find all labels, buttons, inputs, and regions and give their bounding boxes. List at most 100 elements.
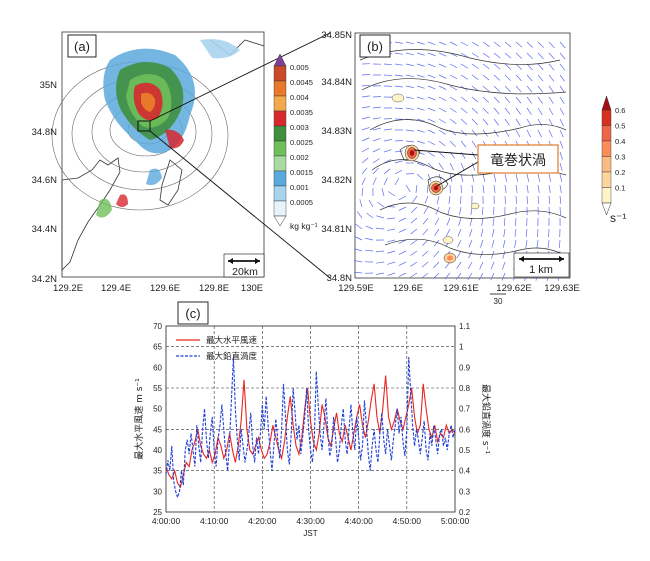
- x-tick-label: 5:00:00: [441, 516, 470, 526]
- y-tick-label: 30: [153, 487, 162, 496]
- wind-vector: [558, 239, 561, 249]
- wind-vector: [387, 239, 396, 243]
- wind-vector: [394, 177, 400, 186]
- colorbar-a-tick: 0.0035: [290, 108, 313, 117]
- wind-vector: [559, 151, 563, 160]
- wind-vector: [460, 118, 468, 125]
- x-tick-label: 4:40:00: [344, 516, 373, 526]
- wind-vector: [503, 217, 506, 226]
- wind-vector: [515, 184, 518, 193]
- wind-vector: [387, 217, 396, 220]
- wind-vector: [537, 74, 544, 82]
- colorbar-a-tick: 0.004: [290, 93, 309, 102]
- wind-vector: [559, 118, 564, 127]
- wind-vector: [480, 228, 484, 237]
- wind-vector: [427, 162, 435, 169]
- y-tick-label: 55: [153, 384, 162, 393]
- wind-vector: [427, 85, 436, 90]
- wind-vector: [460, 151, 466, 159]
- wind-vector: [398, 239, 407, 244]
- panel-b-ytick: 34.83N: [321, 126, 352, 137]
- wind-vector: [449, 162, 454, 171]
- wind-vector: [361, 167, 368, 175]
- zoom-line-top: [149, 32, 331, 122]
- wind-vector: [559, 74, 565, 82]
- series-line-wind: [165, 375, 456, 489]
- wind-vector: [427, 129, 436, 134]
- wind-vector: [405, 129, 414, 132]
- wind-vector: [361, 84, 370, 87]
- wind-vector: [493, 118, 500, 126]
- wind-vector: [526, 63, 533, 71]
- colorbar-b-bin: [601, 125, 612, 142]
- legend-label: 最大鉛直渦度: [206, 351, 258, 362]
- wind-vector: [365, 225, 374, 230]
- wind-vector: [515, 74, 522, 82]
- wind-vector: [559, 129, 564, 138]
- wind-vector: [416, 85, 425, 89]
- wind-vector: [493, 184, 496, 193]
- wind-vector: [482, 184, 485, 193]
- wind-vector: [471, 85, 479, 92]
- y2-tick-label: 0.6: [459, 425, 471, 434]
- wind-vector: [514, 239, 517, 248]
- wind-vector: [471, 41, 479, 47]
- wind-vector: [460, 63, 469, 69]
- colorbar-a-cap-bottom: [273, 215, 287, 227]
- wind-vector: [515, 118, 521, 126]
- panel-b-scale-label: 1 km: [529, 264, 553, 276]
- wind-vector: [427, 118, 436, 123]
- wind-vector: [537, 107, 543, 115]
- wind-vector: [421, 261, 429, 268]
- wind-vector: [537, 52, 544, 60]
- wind-vector: [471, 118, 478, 126]
- wind-vector: [537, 85, 544, 93]
- wind-vector: [387, 261, 396, 265]
- wind-vector: [438, 96, 447, 101]
- wind-vector: [504, 118, 510, 126]
- wind-vector: [460, 162, 465, 171]
- wind-vector: [559, 140, 564, 149]
- wind-vector: [504, 173, 508, 182]
- wind-vector: [387, 228, 396, 231]
- panel-a-ytick: 34.6N: [32, 175, 57, 186]
- annotation-box: [477, 144, 559, 174]
- wind-vector: [438, 52, 447, 57]
- wind-vector: [504, 96, 511, 104]
- wind-vector: [482, 52, 490, 58]
- wind-vector: [471, 162, 476, 171]
- panel-a-ytick: 34.4N: [32, 224, 57, 235]
- wind-vector: [471, 52, 479, 58]
- colorbar-a-bin: [273, 95, 287, 112]
- colorbar-b-tick: 0.5: [615, 122, 625, 131]
- colorbar-b-tick: 0.4: [615, 137, 625, 146]
- wind-vector: [445, 228, 451, 237]
- wind-vector: [537, 228, 539, 238]
- panel-b-xtick: 129.6E: [393, 283, 423, 294]
- wind-vector: [548, 184, 551, 193]
- panel-a-xtick: 129.6E: [150, 283, 180, 294]
- wind-vector: [416, 96, 425, 100]
- wind-vector: [449, 41, 458, 46]
- wind-vector: [460, 96, 468, 103]
- wind-vector: [383, 63, 393, 66]
- wind-vector: [415, 184, 418, 193]
- colorbar-b-bin: [601, 140, 612, 157]
- panel-b-ytick: 34.84N: [321, 77, 352, 88]
- wind-vector: [559, 52, 566, 60]
- wind-vector: [427, 52, 436, 57]
- panel-a-colorbar: 0.005 0.0045 0.004 0.0035 0.003 0.0025 0.002 0.…: [273, 53, 313, 227]
- panel-a: (a) 35N 34.8N 34.6N 34.4N 34.2N 129.2E 1…: [32, 31, 331, 294]
- panel-a-label: (a): [74, 39, 90, 54]
- colorbar-b-cap-bottom: [601, 202, 612, 216]
- wind-vector: [405, 41, 414, 45]
- wind-vector: [438, 151, 445, 158]
- wind-vector: [365, 249, 374, 252]
- wind-vector: [537, 41, 544, 48]
- wind-vector: [416, 41, 425, 45]
- wind-vector: [354, 271, 363, 274]
- wind-vector: [460, 52, 469, 58]
- wind-vector: [376, 261, 385, 264]
- panel-b-label: (b): [367, 39, 383, 54]
- wind-vector: [548, 52, 555, 60]
